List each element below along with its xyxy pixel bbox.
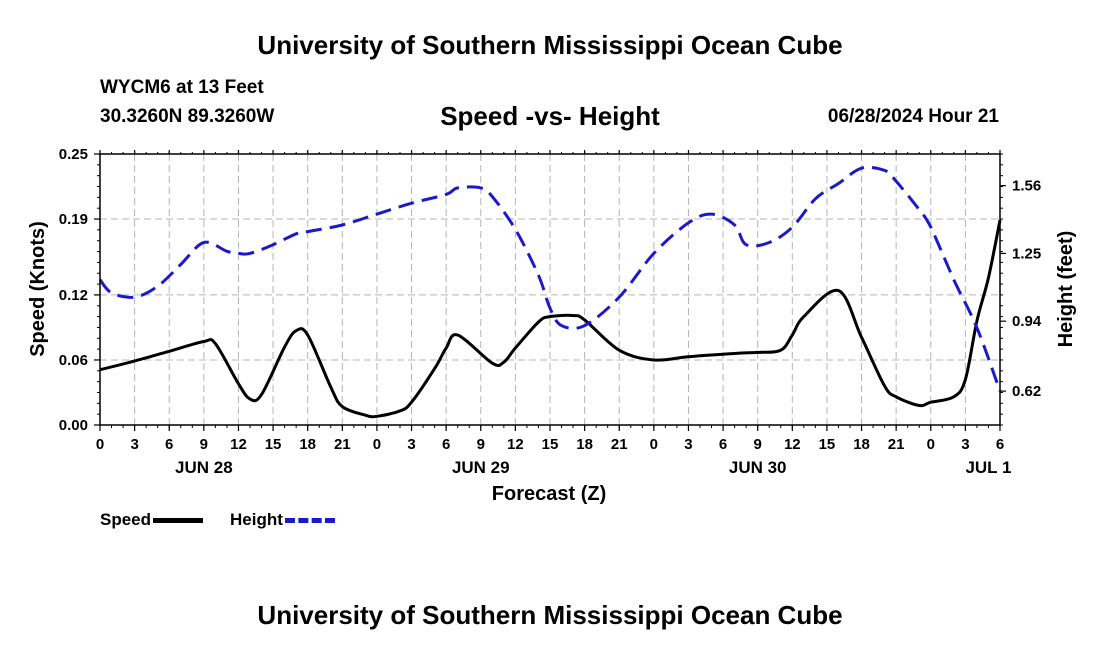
x-date-label: JUL 1 xyxy=(965,458,1011,477)
x-tick-label: 12 xyxy=(507,436,524,453)
x-tick-label: 12 xyxy=(230,436,247,453)
x-tick-label: 3 xyxy=(407,436,415,453)
y-tick-label: 0.12 xyxy=(59,287,88,304)
x-tick-label: 21 xyxy=(334,436,351,453)
legend-speed-swatch xyxy=(153,517,204,523)
footer-title: University of Southern Mississippi Ocean… xyxy=(257,600,843,630)
y-tick-label: 0.06 xyxy=(59,352,88,369)
x-tick-label: 21 xyxy=(611,436,628,453)
x-tick-label: 6 xyxy=(996,436,1004,453)
y-tick-label: 0.00 xyxy=(59,417,88,434)
x-tick-label: 0 xyxy=(96,436,104,453)
x-date-label: JUN 29 xyxy=(452,458,510,477)
axes: 0 3 6 9 12 15 18 21 0 3 6 9 12 15 18 21 0 3 6 9 12 15 18 21 0 3 6J… xyxy=(59,146,1042,477)
y-tick-label: 0.25 xyxy=(59,146,88,163)
speed-series-line xyxy=(99,219,1002,419)
x-tick-label: 21 xyxy=(888,436,905,453)
x-tick-label: 15 xyxy=(819,436,836,453)
coordinates-label: 30.3260N 89.3260W xyxy=(100,106,275,127)
x-tick-label: 15 xyxy=(542,436,559,453)
x-tick-label: 6 xyxy=(719,436,727,453)
x-tick-label: 18 xyxy=(576,436,593,453)
x-tick-label: 18 xyxy=(299,436,316,453)
y2-tick-label: 1.56 xyxy=(1012,178,1041,195)
x-axis-title: Forecast (Z) xyxy=(492,483,606,505)
y2-tick-label: 0.62 xyxy=(1012,383,1041,400)
x-tick-label: 9 xyxy=(754,436,762,453)
chart-subtitle: Speed -vs- Height xyxy=(440,101,660,131)
x-tick-label: 3 xyxy=(961,436,969,453)
x-tick-label: 0 xyxy=(373,436,381,453)
y2-tick-label: 0.94 xyxy=(1012,313,1042,330)
x-tick-label: 6 xyxy=(165,436,173,453)
y2-tick-label: 1.25 xyxy=(1012,245,1041,262)
legend-height-swatch xyxy=(284,517,335,523)
x-tick-label: 6 xyxy=(442,436,450,453)
series-layer xyxy=(98,165,1002,419)
x-date-label: JUN 28 xyxy=(175,458,233,477)
y-tick-label: 0.19 xyxy=(59,211,88,228)
x-tick-label: 3 xyxy=(130,436,138,453)
x-tick-label: 15 xyxy=(265,436,282,453)
x-tick-label: 0 xyxy=(650,436,658,453)
x-date-label: JUN 30 xyxy=(729,458,787,477)
grid xyxy=(100,154,1000,425)
y2-axis-title: Height (feet) xyxy=(1055,231,1077,348)
x-tick-label: 0 xyxy=(927,436,935,453)
x-tick-label: 12 xyxy=(784,436,801,453)
legend-height-label: Height xyxy=(230,510,283,529)
forecast-datetime: 06/28/2024 Hour 21 xyxy=(827,106,999,127)
x-tick-label: 18 xyxy=(853,436,870,453)
legend-speed: Speed xyxy=(100,510,204,530)
chart-title: University of Southern Mississippi Ocean… xyxy=(257,30,843,60)
x-tick-label: 3 xyxy=(684,436,692,453)
y-axis-title: Speed (Knots) xyxy=(27,221,49,357)
x-tick-label: 9 xyxy=(477,436,485,453)
legend-speed-label: Speed xyxy=(100,510,152,529)
x-tick-label: 9 xyxy=(200,436,208,453)
station-label: WYCM6 at 13 Feet xyxy=(100,77,264,98)
legend-height: Height xyxy=(230,510,335,530)
